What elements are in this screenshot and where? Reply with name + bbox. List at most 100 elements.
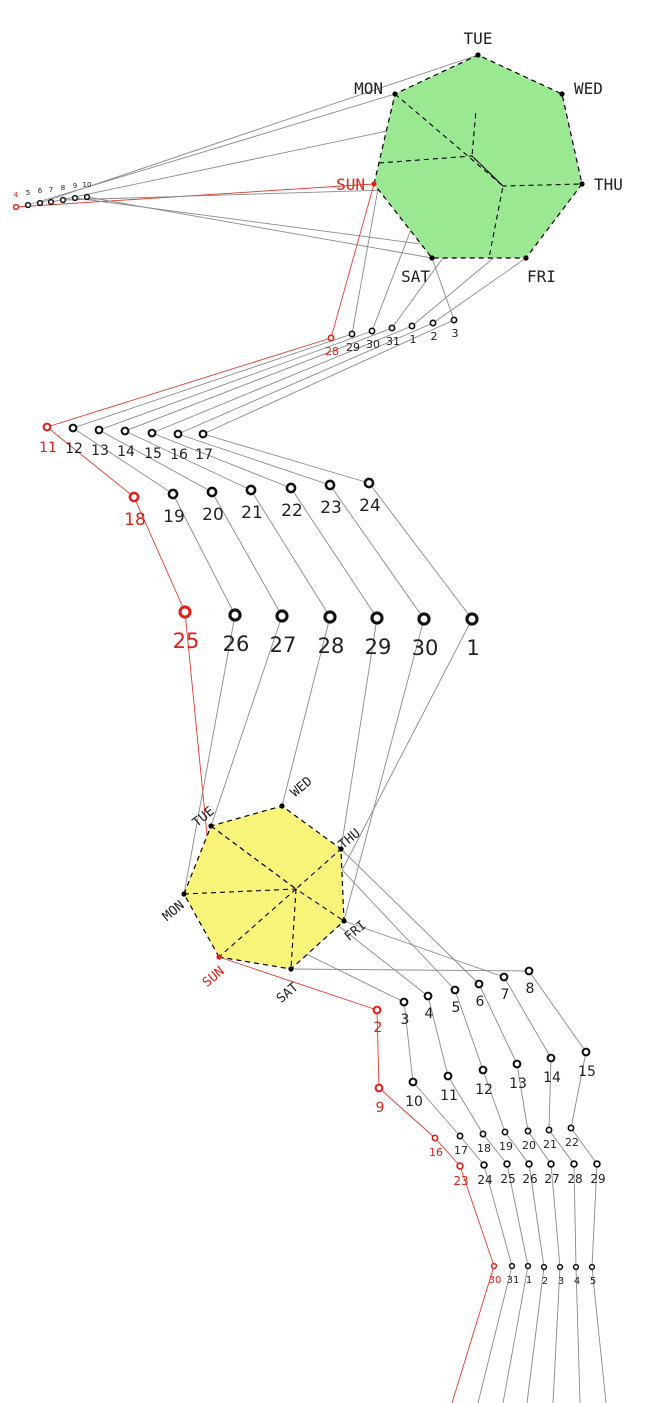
date-label-row-d-5: 23 bbox=[320, 498, 342, 518]
connector-line-sat bbox=[86, 196, 433, 259]
date-node-row-c-3 bbox=[120, 426, 130, 436]
connector-line-thu bbox=[340, 848, 480, 985]
date-node-row-e-1 bbox=[228, 608, 242, 622]
bottom-vertex-mon bbox=[181, 891, 187, 897]
date-label-row-i-5: 28 bbox=[567, 1172, 582, 1186]
top-weekday-heptagon bbox=[373, 54, 583, 259]
top-vertex-tue bbox=[475, 52, 481, 58]
top-weekday-label-wed: WED bbox=[574, 79, 603, 98]
connector-line-sun bbox=[376, 1009, 380, 1089]
date-node-row-b-6 bbox=[450, 316, 458, 324]
date-label-row-g-1: 10 bbox=[405, 1094, 423, 1110]
date-node-row-j-6 bbox=[588, 1263, 596, 1271]
date-node-row-d-6 bbox=[363, 477, 375, 489]
date-node-row-g-3 bbox=[478, 1065, 488, 1075]
date-label-row-c-4: 15 bbox=[144, 446, 162, 462]
date-node-row-d-0 bbox=[128, 491, 140, 503]
date-label-row-d-6: 24 bbox=[359, 496, 381, 516]
date-node-row-h-6 bbox=[567, 1124, 575, 1132]
connector-line-wed bbox=[526, 1266, 545, 1403]
date-label-row-b-5: 2 bbox=[431, 330, 438, 343]
date-label-row-c-6: 17 bbox=[195, 447, 213, 463]
date-node-row-e-6 bbox=[465, 612, 479, 626]
date-node-row-d-5 bbox=[324, 479, 336, 491]
connector-line-sat bbox=[202, 319, 455, 435]
date-node-row-h-2 bbox=[479, 1130, 487, 1138]
connector-line-wed bbox=[124, 430, 252, 491]
connector-line-fri bbox=[503, 976, 552, 1059]
top-vertex-sat bbox=[429, 255, 435, 261]
connector-line-tue bbox=[427, 995, 449, 1077]
date-label-row-h-6: 22 bbox=[565, 1136, 579, 1149]
date-node-row-c-4 bbox=[147, 428, 157, 438]
connector-line-thu bbox=[550, 1163, 561, 1268]
date-node-row-i-0 bbox=[456, 1162, 464, 1170]
date-label-row-j-3: 2 bbox=[542, 1276, 548, 1287]
date-node-row-a-5 bbox=[71, 194, 79, 202]
connector-line-thu bbox=[290, 487, 378, 619]
top-weekday-heptagon-inner-dash bbox=[471, 109, 504, 187]
date-label-row-e-2: 27 bbox=[270, 633, 297, 657]
date-node-row-d-1 bbox=[167, 488, 179, 500]
date-label-row-g-5: 14 bbox=[543, 1070, 561, 1086]
date-label-row-g-0: 9 bbox=[376, 1100, 385, 1116]
connector-line-wed bbox=[528, 1163, 545, 1268]
connector-line-tue bbox=[447, 1075, 484, 1135]
date-label-row-b-2: 30 bbox=[366, 338, 380, 351]
date-label-row-f-2: 4 bbox=[425, 1006, 434, 1022]
date-label-row-g-2: 11 bbox=[440, 1088, 458, 1104]
connector-line-sat bbox=[591, 1266, 607, 1403]
date-label-row-f-4: 6 bbox=[476, 994, 485, 1010]
bottom-weekday-label-mon: MON bbox=[160, 898, 188, 925]
connector-line-fri bbox=[573, 1163, 577, 1268]
date-label-row-d-1: 19 bbox=[163, 507, 185, 527]
date-label-row-e-3: 28 bbox=[318, 634, 345, 658]
date-label-row-a-2: 6 bbox=[38, 187, 43, 195]
connector-line-sun bbox=[434, 1137, 461, 1167]
date-label-row-j-4: 3 bbox=[558, 1276, 564, 1287]
date-label-row-c-5: 16 bbox=[170, 447, 188, 463]
date-label-row-a-5: 9 bbox=[73, 182, 77, 190]
bottom-weekday-label-wed: WED bbox=[288, 774, 316, 801]
date-node-row-i-5 bbox=[570, 1160, 578, 1168]
connector-line-wed bbox=[504, 1131, 530, 1165]
top-weekday-label-thu: THU bbox=[594, 175, 623, 194]
date-node-row-b-0 bbox=[327, 334, 335, 342]
connector-line-mon bbox=[172, 493, 236, 616]
date-node-row-g-5 bbox=[546, 1053, 556, 1063]
date-label-row-e-5: 30 bbox=[412, 636, 439, 660]
connector-line-wed bbox=[250, 489, 331, 618]
date-label-row-j-6: 5 bbox=[590, 1276, 596, 1287]
connector-line-fri bbox=[575, 1266, 581, 1403]
date-node-row-b-3 bbox=[388, 324, 396, 332]
connector-line-sat bbox=[368, 482, 473, 620]
date-node-row-i-2 bbox=[503, 1160, 511, 1168]
date-label-row-e-4: 29 bbox=[365, 635, 392, 659]
date-label-row-c-3: 14 bbox=[117, 444, 135, 460]
top-vertex-fri bbox=[523, 255, 529, 261]
connector-line-mon bbox=[183, 614, 236, 895]
date-label-row-f-5: 7 bbox=[501, 987, 510, 1003]
top-weekday-label-mon: MON bbox=[354, 79, 383, 98]
date-node-row-f-6 bbox=[524, 966, 534, 976]
connector-line-thu bbox=[552, 1266, 561, 1403]
date-node-row-g-4 bbox=[512, 1059, 522, 1069]
date-label-row-a-1: 5 bbox=[26, 189, 30, 197]
connector-line-sun bbox=[451, 1265, 495, 1403]
connector-line-sat bbox=[570, 1051, 587, 1129]
bottom-vertex-sat bbox=[288, 966, 294, 972]
date-node-row-h-4 bbox=[524, 1127, 532, 1135]
date-node-row-e-3 bbox=[323, 610, 337, 624]
date-label-row-h-1: 17 bbox=[454, 1144, 468, 1157]
date-label-row-c-2: 13 bbox=[91, 443, 109, 459]
bottom-weekday-heptagon bbox=[183, 805, 345, 970]
date-node-row-b-1 bbox=[348, 330, 356, 338]
weekday-heptagons bbox=[181, 52, 585, 972]
date-node-row-f-1 bbox=[399, 997, 409, 1007]
date-label-row-h-3: 19 bbox=[499, 1140, 513, 1153]
bottom-weekday-heptagon-inner-dash bbox=[218, 888, 297, 958]
connector-line-fri bbox=[329, 484, 425, 620]
date-node-row-a-1 bbox=[24, 201, 32, 209]
date-node-row-i-4 bbox=[547, 1160, 555, 1168]
date-node-row-i-6 bbox=[593, 1160, 601, 1168]
